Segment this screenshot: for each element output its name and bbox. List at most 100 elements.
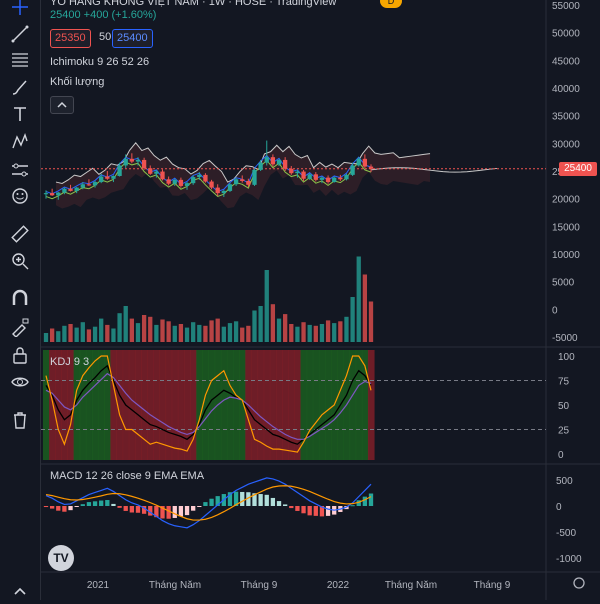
candle-body <box>307 174 312 179</box>
kdj-zone <box>202 350 209 460</box>
collapse-legend-button[interactable] <box>50 96 74 114</box>
kdj-zone <box>147 350 154 460</box>
candle-body <box>295 171 300 174</box>
kdj-zone <box>128 350 136 460</box>
volume-bar <box>74 327 79 342</box>
ruler-tool[interactable] <box>8 222 32 246</box>
candle-body <box>332 177 337 183</box>
kdj-zone <box>367 350 375 460</box>
macd-histogram-bar <box>62 506 67 512</box>
chart-area[interactable]: 55000 50000 45000 40000 35000 30000 25 0 0 0 20000… <box>41 0 600 600</box>
eye-icon <box>11 377 29 387</box>
volume-bar <box>258 306 263 342</box>
volume-bar <box>166 321 171 342</box>
candle-body <box>368 166 374 169</box>
macd-histogram-bar <box>252 493 257 506</box>
macd-axis-label: -500 <box>556 528 576 539</box>
macd-histogram-bar <box>276 501 282 506</box>
candle-body <box>117 165 122 176</box>
trend-line-tool[interactable] <box>8 22 32 46</box>
macd-histogram-bar <box>178 506 184 517</box>
macd-histogram-bar <box>111 503 116 506</box>
macd-legend[interactable]: MACD 12 26 close 9 EMA EMA <box>50 470 205 482</box>
emoji-tool[interactable] <box>8 184 32 208</box>
candle-body <box>215 187 220 194</box>
draw-lock-icon <box>12 318 29 337</box>
volume-bar <box>319 324 325 342</box>
macd-histogram-bar <box>240 491 245 506</box>
macd-histogram-bar <box>356 500 361 506</box>
price-axis-label: 55000 <box>552 1 580 12</box>
kdj-zone <box>177 350 185 460</box>
ichimoku-cloud <box>56 142 431 209</box>
sell-button[interactable]: 25350 <box>50 29 91 48</box>
timeframe-badge[interactable]: D <box>380 0 402 8</box>
chart-canvas[interactable]: 55000 50000 45000 40000 35000 30000 25 0 0 0 20000… <box>41 0 600 600</box>
macd-histogram-bar <box>264 494 269 506</box>
volume-bar <box>92 326 98 342</box>
kdj-zone <box>171 350 179 460</box>
price-axis-label: 45000 <box>552 56 580 67</box>
candle-body <box>203 174 208 182</box>
symbol-title: YỔ HÀNG KHÔNG VIỆT NAM · 1W · HOSE · Tra… <box>50 0 337 8</box>
volume-bar <box>197 324 202 342</box>
candle-body <box>209 181 214 188</box>
kdj-axis-label: 50 <box>558 401 570 412</box>
kdj-zone <box>300 350 308 460</box>
volume-bar <box>105 324 110 342</box>
macd-histogram-bar <box>270 497 276 506</box>
volume-bar <box>368 301 374 342</box>
macd-histogram-bar <box>301 506 306 514</box>
kdj-legend[interactable]: KDJ 9 3 <box>50 356 90 368</box>
zoom-in-tool[interactable] <box>8 249 32 273</box>
macd-axis-label: -1000 <box>556 554 582 565</box>
trash-tool[interactable] <box>8 408 32 432</box>
price-axis-label: 35000 <box>552 112 580 123</box>
text-tool[interactable] <box>8 102 32 126</box>
brush-icon <box>12 80 27 95</box>
candle-body <box>135 159 141 162</box>
macd-histogram-bar <box>350 505 355 507</box>
kdj-zone <box>183 350 191 460</box>
crosshair-tool[interactable] <box>8 0 32 19</box>
macd-histogram-bar <box>148 506 153 516</box>
macd-histogram-bar <box>117 506 122 508</box>
volume-bar <box>313 325 318 342</box>
kdj-j-line <box>45 355 372 453</box>
candle-body <box>227 184 233 191</box>
volume-bar <box>117 313 122 342</box>
brush-tool[interactable] <box>8 75 32 99</box>
eye-tool[interactable] <box>8 370 32 394</box>
candle-body <box>338 177 343 180</box>
macd-histogram-bar <box>154 506 159 518</box>
kdj-zone <box>325 350 332 460</box>
macd-histogram-bar <box>246 492 251 506</box>
macd-histogram-bar <box>368 493 374 506</box>
chevron-up-tool[interactable] <box>8 580 32 604</box>
volume-bar <box>56 331 61 342</box>
fib-tool[interactable] <box>8 48 32 72</box>
price-axis-label: 15000 <box>552 222 580 233</box>
macd-histogram-bar <box>295 506 300 511</box>
magnet-tool[interactable] <box>8 287 32 311</box>
kdj-zone <box>251 350 259 460</box>
macd-histogram-bar <box>135 506 141 513</box>
tradingview-logo: TV <box>48 545 74 571</box>
draw-lock-tool[interactable] <box>8 315 32 339</box>
pattern-tool[interactable] <box>8 130 32 154</box>
lock-tool[interactable] <box>8 343 32 367</box>
chevron-up-icon <box>57 101 67 108</box>
kdj-zone <box>55 350 62 460</box>
macd-histogram-bar <box>172 506 177 518</box>
buy-button[interactable]: 25400 <box>112 29 153 48</box>
change-value: +400 (+1.60%) <box>83 9 157 21</box>
volume-bar <box>215 318 220 342</box>
measure-tool-tool[interactable] <box>8 158 32 182</box>
volume-bar <box>344 316 349 342</box>
volume-bar <box>240 327 245 342</box>
ichimoku-legend[interactable]: Ichimoku 9 26 52 26 <box>50 56 150 68</box>
macd-histogram-bar <box>307 506 312 516</box>
candle-body <box>264 157 269 163</box>
volume-legend[interactable]: Khối lượng <box>50 76 105 88</box>
candle-body <box>313 174 318 180</box>
